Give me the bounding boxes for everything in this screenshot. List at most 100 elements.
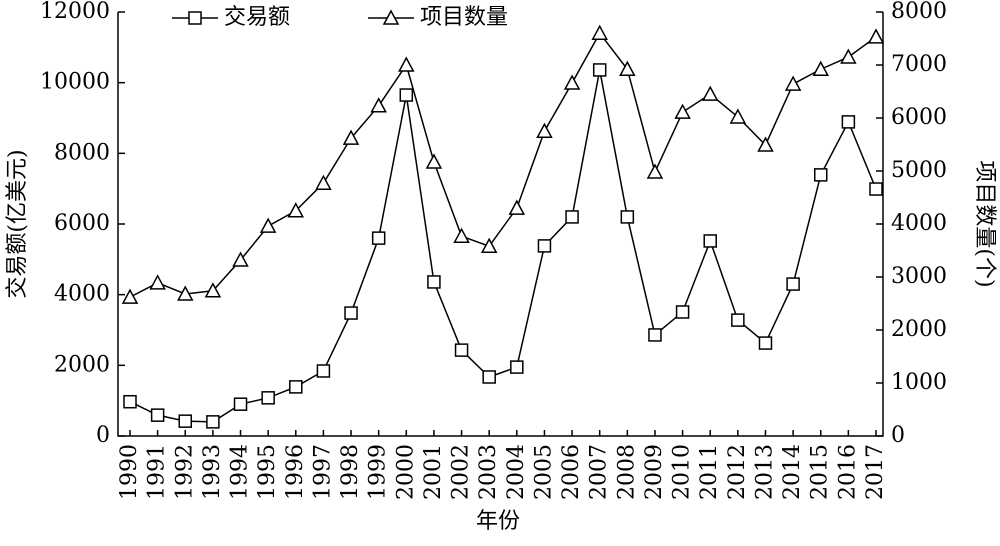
data-point [178,414,193,428]
y2-tick-label: 5000 [891,158,947,183]
data-point [344,306,358,320]
data-point [425,153,443,169]
data-point [398,56,415,72]
y2-tick-label: 7000 [891,52,947,77]
data-point [342,129,360,145]
data-point [454,343,469,357]
data-point [480,237,498,254]
y-axis-title: 交易额(亿美元) [5,149,30,298]
x-tick-label: 1997 [310,444,335,500]
legend-label: 交易额 [224,5,290,30]
y-tick-label: 6000 [54,211,110,236]
data-point [121,288,139,304]
data-point [232,251,249,267]
data-point [729,108,747,124]
x-tick-label: 2017 [863,444,888,500]
data-point [565,210,579,224]
y-tick-label: 8000 [54,140,110,165]
x-tick-label: 1992 [172,444,197,500]
x-tick-label: 1995 [255,444,280,500]
data-point [869,182,883,196]
data-point [812,60,829,76]
data-point [841,115,856,129]
series-line [129,69,877,423]
y-tick-label: 10000 [40,70,110,95]
x-tick-label: 2014 [780,444,805,500]
x-tick-label: 2009 [642,444,667,500]
data-point [536,122,553,138]
data-point [620,210,635,224]
legend-marker [382,9,400,25]
y2-tick-label: 4000 [891,211,947,236]
x-tick-label: 2005 [531,444,556,500]
x-tick-label: 2000 [393,444,418,500]
data-point [370,97,387,113]
data-point [757,136,774,152]
data-point [813,168,828,182]
data-point [123,394,137,409]
x-tick-label: 2001 [421,444,446,500]
data-point [537,239,552,253]
data-point [233,397,248,411]
data-point [427,275,441,289]
x-tick-label: 2004 [504,444,529,500]
legend-label: 项目数量 [420,5,508,30]
data-point [840,48,857,64]
data-point [646,163,664,179]
data-point [150,408,165,422]
x-tick-label: 2011 [697,444,722,500]
x-tick-label: 2007 [587,444,612,500]
data-point [204,282,222,298]
x-tick-label: 2006 [559,444,584,500]
data-point [287,202,305,218]
data-point [784,75,802,91]
data-point [701,85,719,101]
data-point [674,103,691,119]
data-point [786,277,800,291]
x-tick-label: 2008 [614,444,639,500]
y-tick-label: 4000 [54,282,110,307]
x-tick-label: 2003 [476,444,501,500]
x-tick-label: 1996 [283,444,308,500]
x-tick-label: 2010 [670,444,695,500]
x-tick-label: 1993 [200,444,225,500]
data-point [259,217,277,233]
data-point [371,231,386,245]
data-point [592,63,607,77]
data-point [315,174,332,190]
data-point [289,380,303,394]
y2-tick-label: 6000 [891,105,947,130]
data-point [206,415,220,429]
legend-marker [188,11,202,25]
series-line [129,31,877,298]
data-point [482,370,496,384]
y2-tick-label: 1000 [891,370,947,395]
data-point [619,60,636,76]
y-tick-label: 0 [96,423,110,448]
x-tick-label: 2015 [808,444,833,500]
x-tick-label: 1999 [366,444,391,500]
data-point [563,74,581,90]
y-tick-label: 2000 [54,352,110,377]
y2-tick-label: 8000 [891,0,947,24]
data-point [316,364,331,378]
data-point [703,234,717,248]
x-tick-label: 1998 [338,444,363,500]
data-point [261,391,275,405]
data-point [177,285,194,301]
data-point [675,305,690,319]
y-tick-label: 12000 [40,0,110,24]
y2-tick-label: 2000 [891,317,947,342]
data-point [149,274,166,290]
data-point [731,313,745,327]
x-tick-label: 2002 [449,444,474,500]
data-point [758,336,773,350]
y2-tick-label: 0 [891,423,905,448]
y2-axis-title: 项目数量(个) [972,160,997,287]
data-point [591,24,608,40]
x-tick-label: 1994 [228,444,253,500]
x-tick-label: 1990 [117,444,142,500]
data-point [453,227,470,243]
x-tick-label: 2012 [725,444,750,500]
